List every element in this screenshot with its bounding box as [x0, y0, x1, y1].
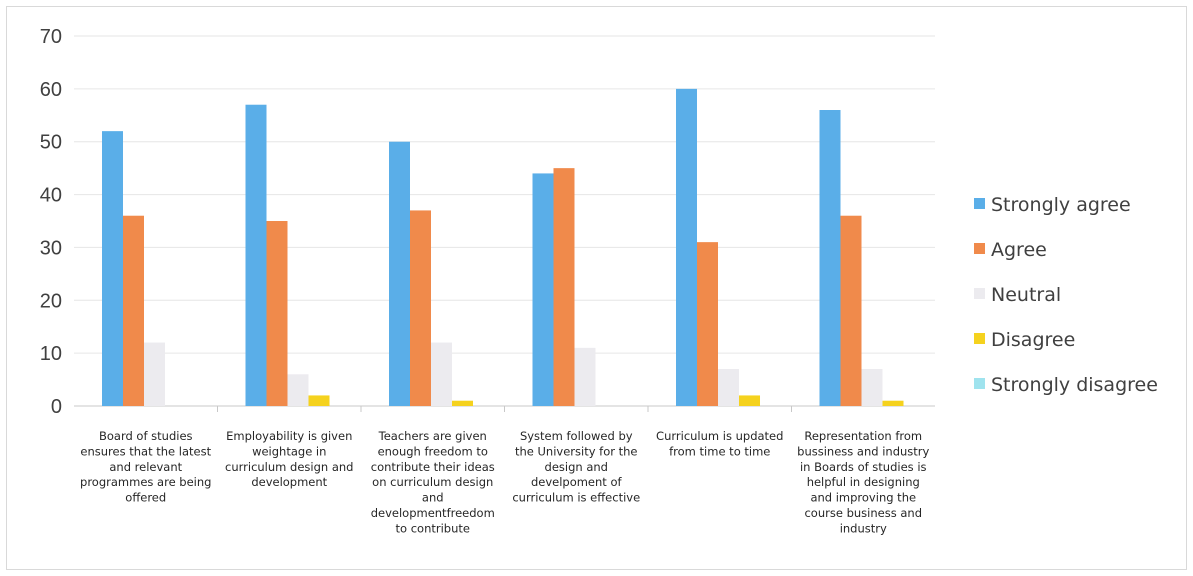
chart-frame	[6, 6, 1187, 570]
x-tick-label-line: and relevant	[109, 460, 182, 474]
bar	[676, 88, 697, 406]
y-tick-label: 10	[40, 343, 62, 365]
legend-label: Neutral	[991, 284, 1061, 306]
bar	[144, 342, 165, 406]
y-tick-label: 0	[51, 396, 62, 418]
legend-label: Disagree	[991, 329, 1075, 351]
bar	[553, 168, 575, 406]
x-tick-label: System followed by the University for the…	[512, 429, 640, 505]
x-tick-label-line: on curriculum design	[372, 475, 493, 489]
x-tick-label: Board of studies ensures that the latest a…	[80, 429, 212, 505]
x-axis: Board of studies ensures that the latest a…	[80, 406, 930, 535]
x-tick-label-line: weightage in	[252, 444, 326, 458]
x-tick-label-line: in Boards of studies is	[800, 460, 927, 474]
x-tick-label-line: enough freedom to	[378, 444, 488, 458]
x-tick-label-line: curriculum is effective	[512, 491, 640, 505]
x-tick-label: Representation from bussiness and industr…	[797, 429, 929, 535]
y-tick-label: 70	[40, 26, 62, 48]
legend-label: Agree	[991, 239, 1047, 261]
x-tick-label-line: curriculum design and	[225, 460, 353, 474]
legend-swatch	[974, 333, 985, 344]
legend-swatch	[974, 288, 985, 299]
bar	[718, 369, 739, 406]
bar	[532, 173, 554, 406]
x-tick-label-line: develpoment of	[531, 475, 623, 489]
y-tick-label: 30	[40, 237, 62, 259]
legend-swatch	[974, 198, 985, 209]
x-tick-label-line: course business and	[804, 506, 922, 520]
y-axis: 0 10 20 30 40 50 60 70	[40, 26, 62, 418]
x-tick-label-line: industry	[840, 521, 887, 535]
bar	[861, 369, 883, 406]
bars	[102, 88, 904, 406]
bar	[266, 221, 288, 406]
y-tick-label: 50	[40, 132, 62, 154]
x-tick-label-line: and improving the	[810, 491, 916, 505]
x-tick-label-line: from time to time	[669, 444, 770, 458]
legend-label: Strongly agree	[991, 194, 1131, 216]
bar	[882, 400, 904, 406]
x-tick-label-line: development	[251, 475, 327, 489]
x-tick-label: Employability is given weightage in curric…	[225, 429, 353, 489]
bar	[287, 374, 309, 406]
x-tick-label-line: Curriculum is updated	[656, 429, 783, 443]
x-tick-label-line: to contribute	[396, 521, 470, 535]
y-tick-label: 60	[40, 79, 62, 101]
x-tick-label-line: developmentfreedom	[371, 506, 495, 520]
x-tick-label-line: Representation from	[804, 429, 922, 443]
legend-label: Strongly disagree	[991, 374, 1158, 396]
y-tick-label: 40	[40, 185, 62, 207]
bar	[819, 110, 841, 406]
bar	[840, 215, 862, 406]
bar	[574, 347, 596, 406]
x-tick-label-line: System followed by	[520, 429, 633, 443]
x-tick-label-line: and	[422, 491, 444, 505]
bar	[102, 131, 123, 406]
x-tick-label-line: offered	[125, 491, 166, 505]
x-tick-label-line: contribute their ideas	[371, 460, 495, 474]
x-tick-label: Curriculum is updated from time to time	[656, 429, 783, 458]
bar	[697, 242, 718, 406]
gridlines	[74, 35, 935, 407]
bar	[431, 342, 452, 406]
x-tick-label-line: programmes are being	[80, 475, 211, 489]
bar	[410, 210, 431, 406]
legend-swatch	[974, 243, 985, 254]
x-tick-label: Teachers are given enough freedom to contr…	[371, 429, 495, 535]
bar	[245, 104, 267, 406]
legend: Strongly agree Agree Neutral Disagree Strong…	[974, 194, 1158, 396]
x-tick-label-line: design and	[545, 460, 608, 474]
x-tick-label-line: ensures that the latest	[80, 444, 211, 458]
bar	[123, 215, 144, 406]
x-tick-label-line: the University for the	[515, 444, 638, 458]
x-tick-label-line: bussiness and industry	[797, 444, 929, 458]
bar	[739, 395, 760, 406]
bar	[389, 141, 410, 406]
bar	[452, 400, 473, 406]
bar	[308, 395, 330, 406]
y-tick-label: 20	[40, 290, 62, 312]
x-tick-label-line: Employability is given	[226, 429, 352, 443]
x-tick-label-line: Board of studies	[99, 429, 193, 443]
x-tick-label-line: helpful in designing	[807, 475, 920, 489]
x-tick-label-line: Teachers are given	[378, 429, 487, 443]
legend-swatch	[974, 378, 985, 389]
